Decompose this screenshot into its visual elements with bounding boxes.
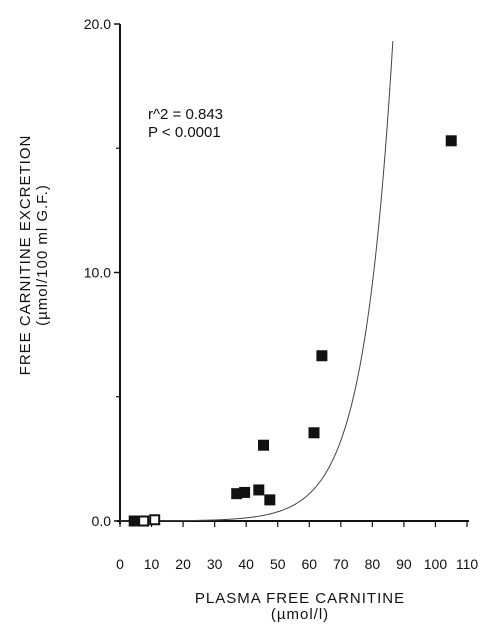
data-point-filled (231, 488, 243, 500)
y-axis-title: FREE CARNITINE EXCRETION (17, 135, 34, 376)
data-point-open (138, 515, 150, 527)
data-point-filled (128, 515, 140, 527)
data-point-filled (258, 439, 270, 451)
x-tick-label: 70 (333, 556, 349, 572)
fit-curve-layer (120, 40, 394, 522)
annotation-p-value: P < 0.0001 (148, 124, 221, 141)
x-tick-label: 0 (116, 556, 124, 572)
data-point-filled (239, 486, 251, 498)
x-tick-label: 40 (238, 556, 254, 572)
x-tick-label: 110 (456, 556, 479, 572)
data-point-filled (308, 427, 320, 439)
x-tick-label: 30 (207, 556, 223, 572)
labels-layer: r^2 = 0.843 P < 0.0001 PLASMA FREE CARNI… (17, 106, 405, 623)
x-tick-label: 10 (144, 556, 160, 572)
axes: 0.0 10.0 20.0 0 10 20 30 40 50 60 70 80 90 100 110 (84, 16, 479, 572)
points-layer (128, 135, 457, 527)
x-tick-label: 90 (396, 556, 412, 572)
x-tick-label: 20 (175, 556, 191, 572)
x-tick-label: 60 (301, 556, 317, 572)
y-tick-label: 10.0 (84, 265, 111, 281)
x-tick-label: 100 (424, 556, 448, 572)
data-point-filled (253, 484, 265, 496)
fit-curve (120, 40, 394, 522)
y-tick-label: 20.0 (84, 16, 111, 32)
data-point-filled (445, 135, 457, 147)
y-tick-label: 0.0 (92, 513, 112, 529)
data-point-filled (316, 350, 328, 362)
y-axis-unit: (µmol/100 ml G.F.) (34, 184, 51, 326)
annotation-r-squared: r^2 = 0.843 (148, 106, 223, 123)
x-axis-title: PLASMA FREE CARNITINE (195, 590, 405, 607)
x-axis-unit: (µmol/l) (271, 606, 329, 623)
x-tick-label: 50 (270, 556, 286, 572)
x-tick-label: 80 (365, 556, 381, 572)
data-point-open (149, 514, 161, 526)
data-point-filled (264, 494, 276, 506)
